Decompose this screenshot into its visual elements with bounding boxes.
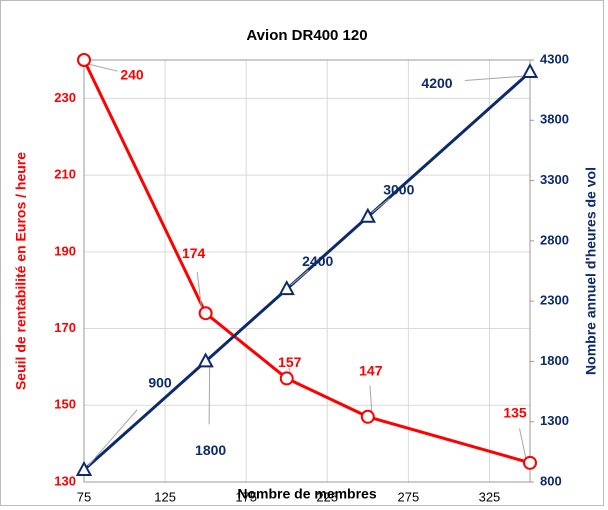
y2-tick-label: 2800 — [540, 232, 569, 247]
leader-line — [464, 75, 527, 81]
marker — [359, 207, 376, 223]
leader-line — [196, 271, 203, 310]
data-label: 2400 — [302, 253, 333, 269]
marker — [523, 455, 537, 470]
marker — [278, 279, 295, 296]
y-tick-label: 190 — [54, 243, 76, 258]
y2-tick-label: 1800 — [540, 353, 569, 368]
y2-tick-label: 800 — [540, 473, 562, 488]
marker — [360, 409, 375, 424]
plot-border — [83, 59, 531, 483]
y-axis-title: Seuil de rentabilité en Euros / heure — [13, 152, 29, 390]
data-label: 900 — [148, 375, 172, 391]
data-label: 157 — [278, 354, 302, 370]
data-label: 1800 — [195, 442, 226, 458]
y2-tick-label: 1300 — [540, 413, 569, 428]
marker — [279, 371, 294, 386]
y2-tick-label: 2300 — [540, 293, 569, 308]
y2-tick-label: 3800 — [540, 112, 569, 127]
data-label: 147 — [359, 362, 383, 378]
x-tick-label: 325 — [479, 489, 501, 504]
data-label: 240 — [120, 67, 144, 83]
x-tick-label: 75 — [77, 489, 91, 504]
x-tick-label: 125 — [154, 489, 176, 504]
marker — [198, 306, 213, 321]
marker — [77, 53, 91, 67]
data-label: 3000 — [383, 181, 414, 197]
x-tick-label: 225 — [316, 489, 338, 504]
leader-line — [371, 198, 390, 214]
y2-axis-title: Nombre annuel d'heures de vol — [583, 167, 599, 375]
data-label: 174 — [182, 245, 206, 261]
y2-tick-label: 4300 — [540, 51, 569, 66]
x-tick-label: 275 — [398, 489, 420, 504]
y-tick-label: 130 — [54, 473, 76, 488]
x-axis-title: Nombre de membres — [237, 486, 376, 502]
marker — [197, 352, 214, 368]
leader-line — [87, 409, 138, 467]
y-tick-label: 230 — [54, 90, 76, 105]
leader-line — [208, 365, 211, 425]
y-tick-label: 150 — [54, 397, 76, 412]
chart-title: Avion DR400 120 — [246, 27, 367, 44]
data-label: 135 — [503, 405, 527, 421]
leader-line — [519, 428, 527, 459]
marker — [521, 62, 539, 79]
y-tick-label: 210 — [54, 167, 76, 182]
leader-line — [290, 269, 309, 286]
leader-line — [369, 385, 373, 413]
leader-line — [87, 63, 118, 72]
data-label: 4200 — [421, 75, 452, 91]
y2-tick-label: 3300 — [540, 172, 569, 187]
marker — [75, 460, 93, 476]
x-tick-label: 175 — [235, 489, 257, 504]
y-tick-label: 170 — [54, 320, 76, 335]
